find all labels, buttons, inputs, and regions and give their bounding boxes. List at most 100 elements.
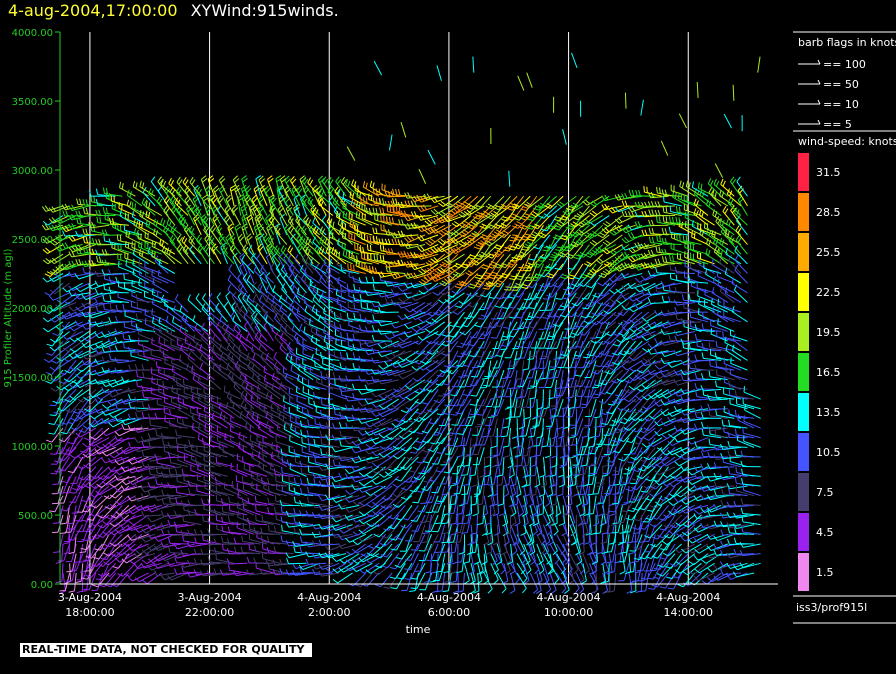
wind-barb-flag: [174, 197, 179, 204]
wind-barb-staff: [381, 417, 399, 426]
wind-barb-staff: [269, 267, 281, 284]
wind-barb-staff: [281, 572, 300, 575]
wind-barb-staff: [131, 543, 149, 552]
wind-barb-flag: [240, 390, 244, 397]
wind-barb-flag: [259, 295, 263, 302]
wind-barb-flag: [211, 195, 216, 201]
wind-barb-flag: [227, 274, 232, 281]
wind-barb-flag: [110, 514, 117, 519]
wind-barb-flag: [179, 325, 182, 332]
wind-barb-staff: [158, 342, 176, 352]
wind-barb-flag: [206, 304, 210, 311]
wind-barb-staff: [329, 382, 347, 390]
wind-barb-flag: [254, 322, 259, 328]
wind-barb-flag: [151, 376, 153, 383]
wind-barb-flag: [287, 215, 292, 222]
wind-barb-flag: [293, 206, 298, 213]
wind-barb-staff: [250, 390, 268, 400]
wind-barb-flag: [76, 198, 79, 205]
wind-barb-flag: [383, 586, 390, 589]
wind-barb-flag: [272, 252, 278, 258]
wind-barb-flag: [167, 537, 171, 544]
wind-barb-flag: [166, 247, 170, 254]
wind-barb-flag: [91, 260, 95, 266]
wind-barb-flag: [364, 289, 369, 296]
wind-barb-flag: [345, 383, 349, 390]
wind-barb-staff: [58, 505, 64, 523]
wind-barb-staff: [318, 320, 334, 332]
wind-barb-staff: [202, 298, 215, 313]
wind-barb-flag: [289, 227, 294, 234]
wind-barb-flag: [318, 188, 323, 195]
wind-barb-flag: [461, 474, 468, 476]
wind-barb-staff: [251, 378, 268, 390]
wind-barb-flag: [152, 325, 155, 332]
wind-barb-staff: [118, 427, 136, 437]
wind-barb-staff: [276, 277, 288, 294]
wind-barb-flag: [226, 207, 231, 213]
wind-barb-flag: [388, 216, 391, 224]
wind-barb-staff: [63, 369, 77, 384]
wind-barb-flag: [225, 233, 231, 239]
wind-barb-staff: [98, 379, 116, 385]
wind-barb-flag: [124, 573, 130, 577]
wind-barb-flag: [358, 401, 363, 407]
wind-barb-flag: [371, 368, 375, 375]
wind-barb-flag: [115, 511, 121, 516]
wind-barb-staff: [125, 475, 143, 486]
wind-barb-staff: [234, 308, 248, 323]
wind-barb-staff: [301, 201, 314, 216]
wind-barb-staff: [71, 273, 90, 278]
wind-barb-flag: [256, 253, 261, 260]
wind-barb-flag: [147, 545, 153, 552]
wind-barb-staff: [374, 319, 393, 323]
wind-barb-staff: [66, 408, 77, 425]
wind-barb-flag: [429, 580, 436, 583]
wind-barb-flag: [299, 420, 303, 427]
wind-barb-flag: [70, 426, 77, 431]
wind-barb-staff: [256, 258, 268, 274]
wind-barb-flag: [151, 288, 154, 295]
wind-barb-flag: [160, 574, 166, 581]
wind-barb-flag: [371, 347, 375, 354]
wind-barb-flag: [75, 287, 81, 293]
wind-barb-flag: [127, 576, 133, 582]
wind-barb-flag: [78, 247, 82, 255]
wind-barb-staff: [356, 553, 373, 564]
wind-barb-flag: [331, 517, 337, 523]
wind-barb-staff: [196, 572, 215, 576]
wind-barb-staff: [336, 562, 353, 574]
wind-barb-flag: [204, 423, 207, 430]
wind-barb-staff: [143, 349, 162, 352]
wind-barb-flag: [101, 404, 108, 409]
wind-barb-staff: [110, 359, 129, 361]
wind-barb-staff: [85, 311, 103, 318]
wind-barb-flag: [148, 212, 151, 219]
wind-barb-staff: [170, 552, 189, 555]
wind-barb-flag: [206, 207, 212, 213]
wind-barb-flag: [310, 258, 313, 265]
wind-barb-staff: [128, 533, 143, 547]
wind-barb-flag: [151, 316, 155, 323]
wind-barb-flag: [160, 432, 164, 439]
wind-barb-flag: [398, 297, 404, 303]
wind-barb-staff: [151, 392, 169, 400]
wind-barb-staff: [71, 437, 84, 453]
wind-barb-flag: [119, 181, 122, 188]
wind-barb-flag: [182, 219, 187, 226]
wind-barb-flag: [232, 343, 236, 350]
wind-barb-staff: [137, 562, 156, 570]
wind-barb-flag: [127, 545, 133, 551]
wind-barb-flag: [375, 236, 378, 243]
wind-barb-staff: [74, 340, 90, 353]
wind-barb-flag: [404, 559, 412, 561]
wind-barb-staff: [334, 408, 353, 410]
wind-barb-staff: [137, 466, 156, 473]
wind-barb-flag: [67, 538, 74, 541]
wind-barb-flag: [371, 334, 375, 341]
wind-barb-flag: [193, 528, 197, 535]
wind-barb-staff: [183, 404, 202, 410]
wind-barb-staff: [104, 300, 123, 303]
wind-barb-flag: [427, 260, 434, 265]
wind-barb-staff: [308, 229, 321, 245]
